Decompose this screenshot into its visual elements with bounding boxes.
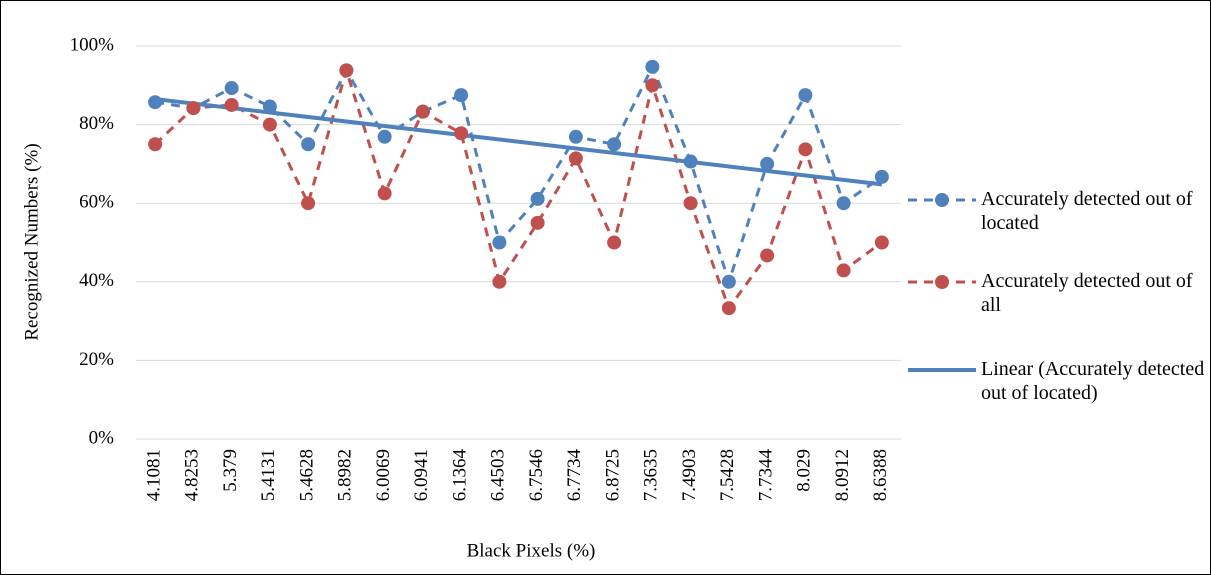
x-tick-label: 6.0069 [373, 449, 394, 501]
point [760, 248, 775, 263]
point [607, 137, 622, 152]
point [721, 301, 736, 316]
x-tick-label: 8.0912 [832, 449, 853, 501]
point [874, 169, 889, 184]
point [645, 78, 660, 93]
point [760, 156, 775, 171]
x-tick-label: 5.379 [220, 449, 241, 492]
y-tick-label: 80% [79, 113, 114, 134]
x-tick-label: 6.7546 [526, 449, 547, 501]
legend-label: Accurately detected out of located [981, 188, 1193, 234]
point [721, 274, 736, 289]
point [224, 97, 239, 112]
point [301, 196, 316, 211]
y-tick-label: 20% [79, 349, 114, 370]
point [454, 88, 469, 103]
point [645, 59, 660, 74]
x-tick-label: 4.8253 [182, 449, 203, 501]
x-tick-label: 5.8982 [335, 449, 356, 501]
x-tick-label: 7.7344 [755, 449, 776, 502]
point [415, 104, 430, 119]
x-tick-label: 7.5428 [717, 449, 738, 501]
point [568, 129, 583, 144]
y-axis-title: Recognized Numbers (%) [21, 143, 42, 340]
point [607, 235, 622, 250]
point [836, 196, 851, 211]
point [301, 137, 316, 152]
point [262, 117, 277, 132]
point [224, 81, 239, 96]
series-line [154, 63, 883, 287]
point [530, 215, 545, 230]
x-tick-label: 7.3635 [641, 449, 662, 501]
point [798, 142, 813, 157]
x-tick-label: 6.4503 [488, 449, 509, 501]
x-tick-label: 5.4131 [258, 449, 279, 501]
y-tick-label: 60% [79, 192, 114, 213]
point [568, 151, 583, 166]
series-line [154, 65, 883, 312]
legend-label: Accurately detected out of all [981, 270, 1193, 316]
point [339, 63, 354, 78]
legend-label: Linear (Accurately detected out of locat… [981, 358, 1205, 404]
y-tick-label: 0% [89, 427, 115, 448]
point [683, 154, 698, 169]
point [186, 101, 201, 116]
y-tick-label: 40% [79, 270, 114, 291]
x-tick-label: 6.7734 [564, 449, 585, 502]
x-axis-title: Black Pixels (%) [467, 540, 596, 561]
point [530, 191, 545, 206]
point [377, 129, 392, 144]
point [454, 126, 469, 141]
point [377, 186, 392, 201]
x-tick-label: 6.8725 [602, 449, 623, 501]
x-tick-label: 8.6388 [870, 449, 891, 501]
point [836, 263, 851, 278]
x-tick-label: 5.4628 [296, 449, 317, 501]
point [492, 235, 507, 250]
point [148, 137, 163, 152]
point [683, 196, 698, 211]
x-tick-label: 7.4903 [679, 449, 700, 501]
point [874, 235, 889, 250]
trendline [154, 97, 883, 187]
x-tick-label: 4.1081 [143, 449, 164, 501]
legend-marker [935, 193, 949, 207]
point [148, 95, 163, 110]
x-tick-label: 6.1364 [449, 449, 470, 502]
y-tick-label: 100% [70, 34, 115, 55]
legend-marker [935, 275, 949, 289]
point [262, 99, 277, 114]
x-tick-label: 8.029 [794, 449, 815, 492]
point [492, 274, 507, 289]
x-tick-label: 6.0941 [411, 449, 432, 501]
point [798, 88, 813, 103]
